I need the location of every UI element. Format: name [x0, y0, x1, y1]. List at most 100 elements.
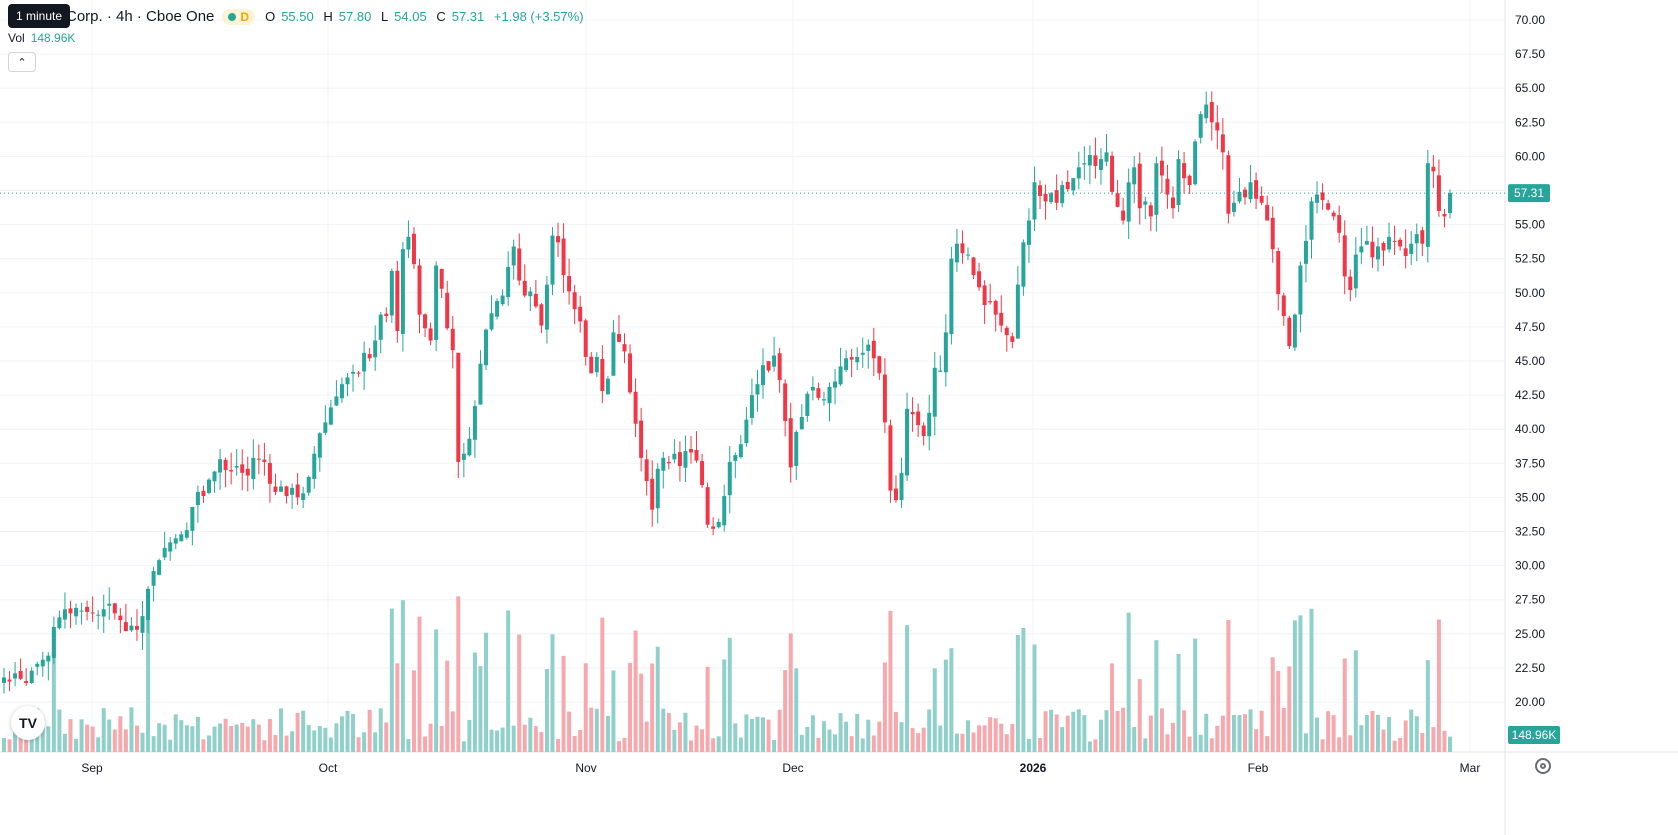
volume-bar [101, 708, 106, 752]
candle-body [1436, 175, 1441, 211]
time-tick-label: Dec [782, 761, 803, 775]
volume-bar [74, 738, 79, 752]
volume-bar [1087, 741, 1092, 752]
candle-body [622, 344, 627, 352]
volume-bar [672, 729, 677, 752]
candle-body [1248, 182, 1253, 200]
volume-bar [1132, 727, 1137, 752]
candle-body [367, 354, 372, 359]
volume-bar [1226, 620, 1231, 752]
volume-bar [1159, 708, 1164, 752]
volume-bar [666, 712, 671, 752]
volume-bar [1121, 707, 1126, 752]
candle-body [29, 670, 34, 684]
candle-body [733, 455, 738, 461]
volume-bar [279, 708, 284, 752]
volume-bar [528, 717, 533, 752]
candle-body [472, 406, 477, 440]
volume-bar [428, 723, 433, 752]
candle-body [1182, 163, 1187, 179]
candle-body [1315, 194, 1320, 203]
candle-body [700, 461, 705, 486]
candle-body [893, 488, 898, 501]
volume-bar [877, 721, 882, 752]
volume-bar [628, 662, 633, 752]
volume-bar [539, 732, 544, 752]
volume-bar [589, 707, 594, 752]
candle-body [140, 616, 145, 633]
candle-body [1387, 236, 1392, 250]
volume-bar [982, 725, 987, 752]
candle-body [1231, 202, 1236, 212]
price-tick-label: 20.00 [1515, 695, 1545, 709]
tradingview-logo-icon[interactable]: TV [11, 706, 45, 740]
candle-body [151, 571, 156, 586]
volume-bar [1303, 733, 1308, 752]
candle-body [7, 679, 12, 682]
candle-body [345, 377, 350, 385]
candle-body [1038, 185, 1043, 196]
candle-body [85, 606, 90, 612]
candle-body [1054, 190, 1059, 203]
volume-bar [506, 610, 511, 752]
volume-bar [583, 663, 588, 752]
volume-bar [954, 733, 959, 752]
candle-body [727, 461, 732, 496]
candle-body [1243, 189, 1248, 198]
candle-body [761, 365, 766, 386]
candle-body [916, 411, 921, 426]
candle-body [1209, 102, 1214, 123]
volume-bar [445, 660, 450, 752]
volume-bar [1398, 737, 1403, 752]
volume-bar [905, 625, 910, 752]
volume-bar [1364, 714, 1369, 752]
candle-body [101, 609, 106, 617]
volume-bar [112, 729, 117, 752]
market-status-badge[interactable]: D [222, 8, 256, 25]
candle-body [461, 453, 466, 460]
candle-body [949, 258, 954, 335]
volume-bar [938, 725, 943, 752]
last-volume-label: 148.96K [1512, 728, 1557, 742]
candle-body [173, 538, 178, 544]
volume-bar [1414, 716, 1419, 752]
last-price-line: 57.31 148.96K [0, 184, 1560, 744]
symbol-title[interactable]: Corp. · 4h · Cboe One [66, 8, 215, 25]
gear-icon[interactable] [1535, 758, 1551, 774]
candle-body [373, 340, 378, 358]
volume-bar [1270, 657, 1275, 752]
volume-bar [1320, 739, 1325, 752]
volume-bar [423, 736, 428, 752]
candle-body [389, 270, 394, 316]
chevron-up-icon[interactable]: ⌃ [8, 52, 36, 72]
volume-bar [522, 724, 527, 752]
volume-bar [616, 741, 621, 752]
candle-body [334, 396, 339, 406]
volume-bar [727, 637, 732, 752]
candle-body [290, 487, 295, 495]
candle-body [1370, 241, 1375, 258]
candle-body [971, 257, 976, 276]
volume-bar [871, 735, 876, 752]
candle-body [206, 479, 211, 493]
candle-body [882, 374, 887, 423]
price-tick-label: 65.00 [1515, 81, 1545, 95]
candle-body [561, 238, 566, 276]
volume-bar [805, 726, 810, 752]
price-tick-label: 27.50 [1515, 593, 1545, 607]
candle-body [783, 383, 788, 422]
volume-bar [960, 733, 965, 752]
candle-body [445, 292, 450, 329]
volume-bar [134, 725, 139, 752]
volume-bar [1220, 715, 1225, 752]
volume-bar [544, 669, 549, 752]
volume-bar [749, 718, 754, 752]
volume-bar [971, 732, 976, 752]
volume-bar [700, 729, 705, 752]
volume-bar [572, 736, 577, 752]
candle-body [13, 673, 18, 679]
volume-bar [1204, 713, 1209, 752]
candle-body [644, 459, 649, 482]
